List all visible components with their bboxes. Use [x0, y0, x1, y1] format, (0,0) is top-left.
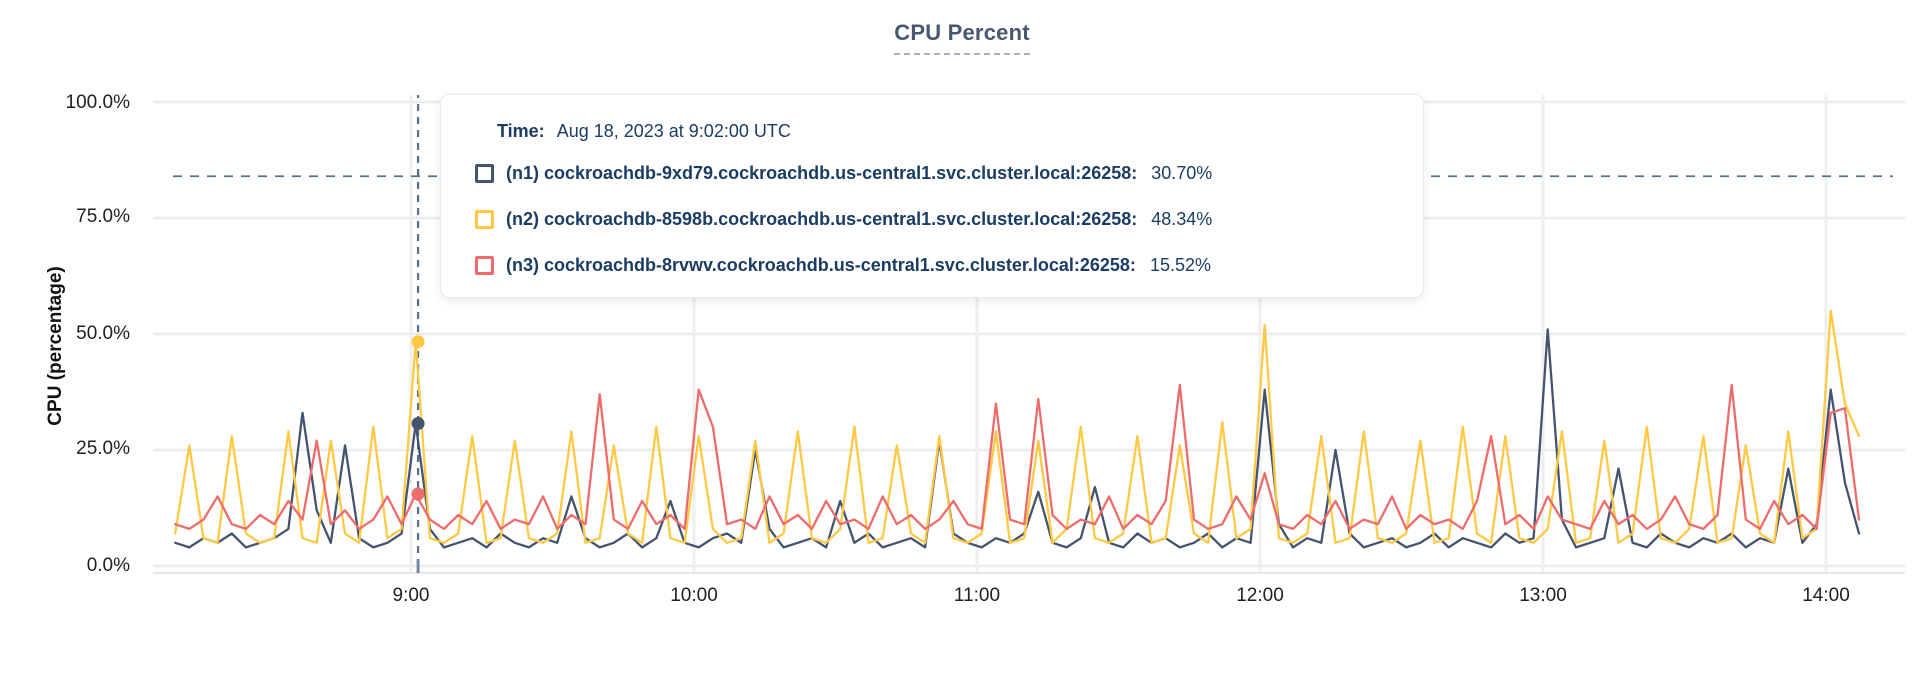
series-n1-swatch-icon — [475, 164, 494, 183]
y-tick-25: 25.0% — [76, 438, 130, 459]
series-n1-label: (n1) cockroachdb-9xd79.cockroachdb.us-ce… — [506, 163, 1138, 183]
tooltip-row-n2: (n2) cockroachdb-8598b.cockroachdb.us-ce… — [475, 209, 1393, 230]
series-n3-value: 15.52% — [1149, 255, 1211, 275]
series-n2-label: (n2) cockroachdb-8598b.cockroachdb.us-ce… — [506, 209, 1138, 229]
tooltip-row-n1: (n1) cockroachdb-9xd79.cockroachdb.us-ce… — [475, 163, 1393, 184]
series-n2-swatch-icon — [475, 210, 494, 229]
series-n3-swatch-icon — [475, 256, 494, 275]
y-tick-100: 100.0% — [65, 92, 130, 113]
tooltip-row-n3: (n3) cockroachdb-8rvwv.cockroachdb.us-ce… — [475, 255, 1393, 276]
y-tick-75: 75.0% — [76, 206, 130, 227]
x-tick-12: 12:00 — [1236, 585, 1284, 606]
tooltip-time-label: Time: — [497, 121, 545, 141]
tooltip-time-value: Aug 18, 2023 at 9:02:00 UTC — [556, 121, 791, 141]
y-tick-0: 0.0% — [86, 555, 130, 576]
x-tick-13: 13:00 — [1519, 585, 1567, 606]
series-n3-label: (n3) cockroachdb-8rvwv.cockroachdb.us-ce… — [506, 255, 1136, 275]
x-tick-11: 11:00 — [953, 585, 1001, 606]
series-n2-value: 48.34% — [1151, 209, 1213, 229]
chart-title[interactable]: CPU Percent — [894, 20, 1030, 55]
tooltip-time-row: Time: Aug 18, 2023 at 9:02:00 UTC — [497, 121, 1393, 142]
hover-tooltip: Time: Aug 18, 2023 at 9:02:00 UTC (n1) co… — [440, 94, 1424, 298]
series-n1-value: 30.70% — [1151, 163, 1213, 183]
x-tick-9: 9:00 — [392, 585, 430, 606]
x-tick-10: 10:00 — [670, 585, 718, 606]
y-tick-50: 50.0% — [76, 323, 130, 344]
x-tick-14: 14:00 — [1802, 585, 1850, 606]
chart-header: CPU Percent — [0, 20, 1924, 55]
